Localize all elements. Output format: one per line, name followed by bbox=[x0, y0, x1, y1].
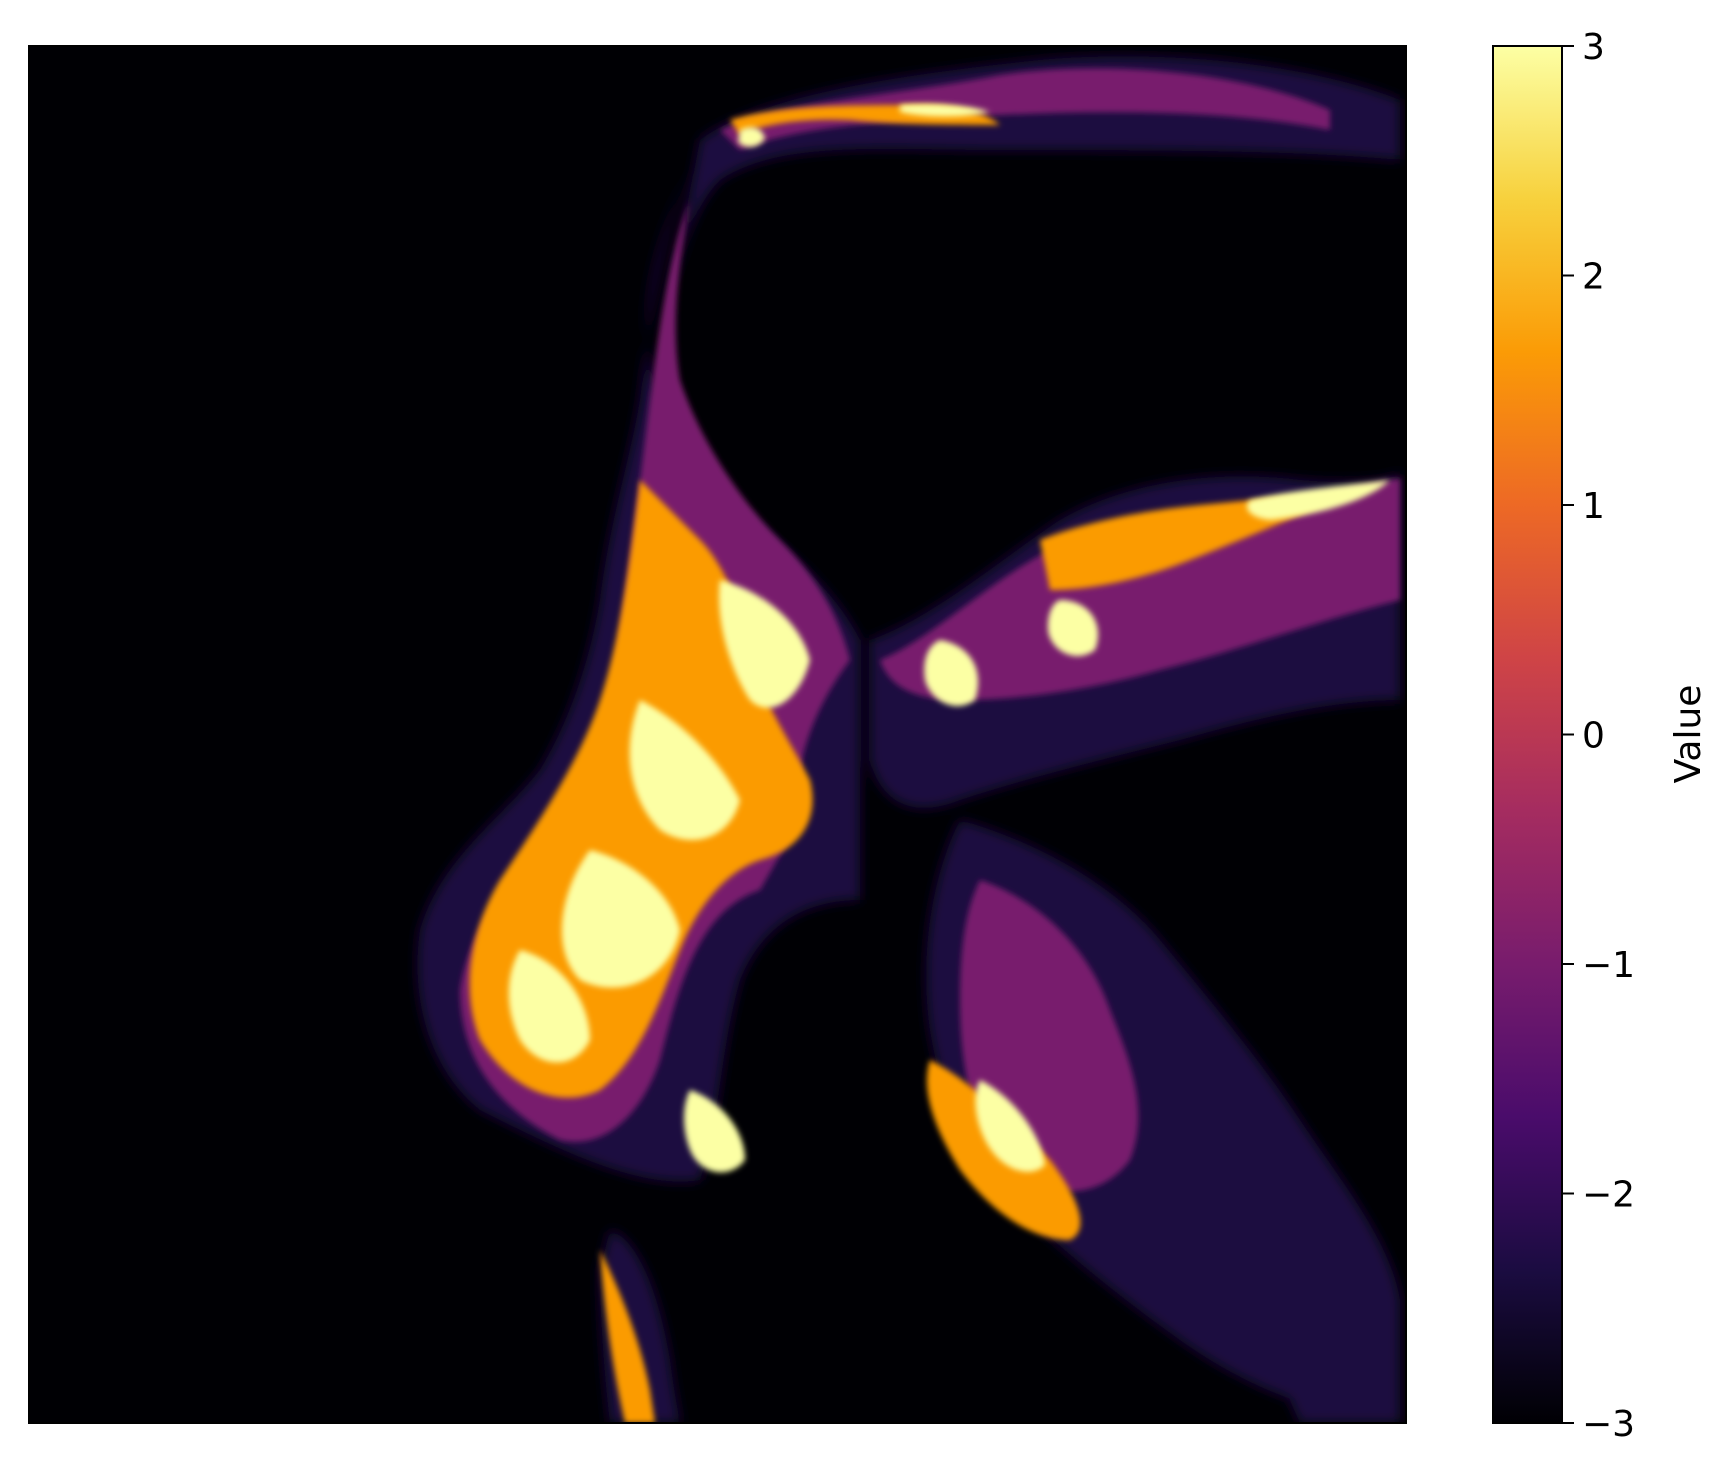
colorbar-gradient bbox=[1492, 45, 1563, 1424]
colorbar-label: Value bbox=[1668, 685, 1709, 784]
colorbar: −3 −2 −1 0 1 2 3 Value bbox=[1492, 27, 1709, 1445]
colorbar-tick-label: −1 bbox=[1582, 945, 1635, 986]
colorbar-tick-label: 2 bbox=[1582, 257, 1605, 298]
colorbar-ticks: −3 −2 −1 0 1 2 3 bbox=[1562, 27, 1635, 1445]
colorbar-tick-label: −3 bbox=[1582, 1404, 1635, 1445]
colorbar-tick-label: 0 bbox=[1582, 716, 1605, 757]
field-level-peak bbox=[508, 103, 1390, 1173]
colorbar-tick-label: 1 bbox=[1582, 486, 1605, 527]
plot-frame bbox=[28, 45, 1407, 1424]
colorbar-tick-label: −2 bbox=[1582, 1175, 1635, 1216]
colorbar-tick-label: 3 bbox=[1582, 27, 1605, 68]
heatmap-field bbox=[417, 56, 1400, 1423]
heatmap-plot bbox=[28, 45, 1407, 1424]
